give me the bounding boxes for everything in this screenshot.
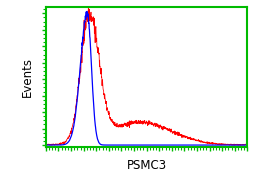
Y-axis label: Events: Events <box>21 57 34 97</box>
X-axis label: PSMC3: PSMC3 <box>126 159 166 169</box>
